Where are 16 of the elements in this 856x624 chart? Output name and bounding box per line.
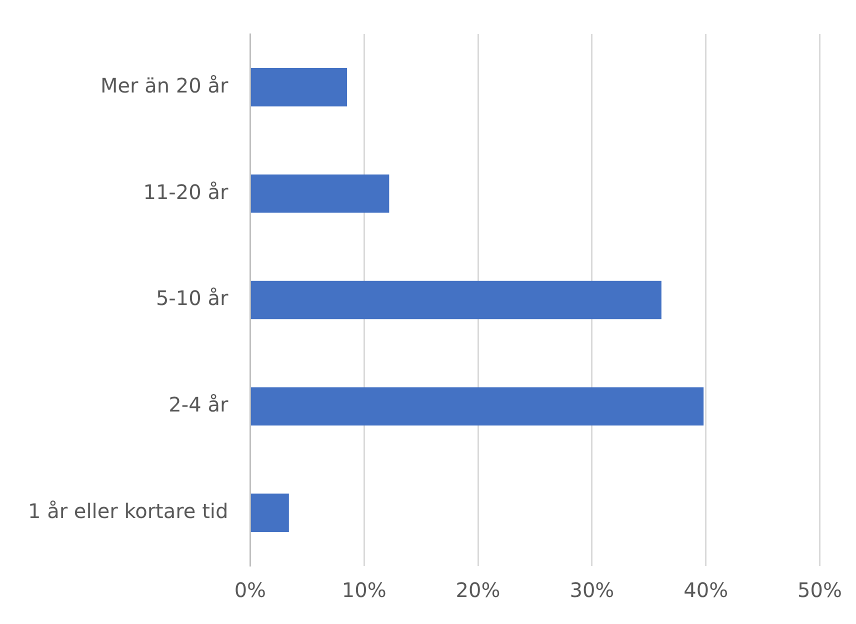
x-tick-label: 40% [684, 578, 728, 602]
bar [250, 280, 662, 320]
bar [250, 174, 390, 213]
y-tick-label: Mer än 20 år [100, 73, 229, 98]
y-tick-label: 5-10 år [156, 286, 229, 310]
x-tick-label: 30% [570, 578, 614, 602]
x-tick-label: 10% [342, 578, 386, 602]
y-tick-label: 11-20 år [143, 180, 229, 204]
bar [250, 494, 289, 532]
x-tick-label: 50% [798, 578, 842, 602]
x-tick-label: 0% [234, 578, 266, 602]
x-tick-label: 20% [456, 578, 500, 602]
bar [250, 387, 704, 426]
bar [250, 68, 348, 106]
y-tick-label: 2-4 år [168, 392, 229, 417]
y-tick-label: 1 år eller kortare tid [28, 499, 228, 524]
